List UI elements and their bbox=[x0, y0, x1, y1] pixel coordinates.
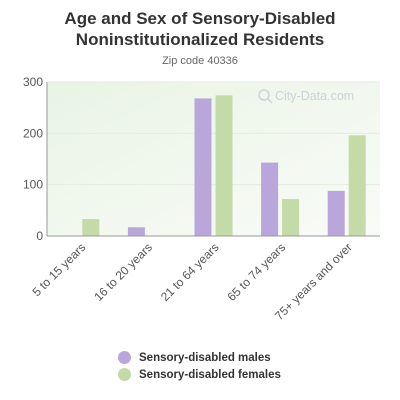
y-tick-label: 200 bbox=[23, 126, 43, 140]
chart-legend: Sensory-disabled males Sensory-disabled … bbox=[118, 349, 281, 383]
bar-male bbox=[127, 227, 145, 236]
bar-male bbox=[261, 162, 279, 236]
x-tick-label: 21 to 64 years bbox=[158, 240, 222, 304]
watermark: City-Data.com bbox=[258, 89, 354, 104]
x-tick-label: 16 to 20 years bbox=[91, 240, 155, 304]
watermark-text: City-Data.com bbox=[275, 89, 354, 103]
x-tick-label: 65 to 74 years bbox=[225, 240, 289, 304]
y-tick-label: 100 bbox=[23, 178, 43, 192]
chart-title: Age and Sex of Sensory-Disabled Noninsti… bbox=[0, 8, 400, 50]
bar-female bbox=[348, 135, 366, 236]
legend-label-females: Sensory-disabled females bbox=[139, 368, 281, 381]
y-tick-label: 300 bbox=[23, 75, 43, 89]
legend-item-females: Sensory-disabled females bbox=[118, 366, 281, 383]
bar-male bbox=[327, 190, 345, 236]
search-icon bbox=[258, 89, 270, 101]
x-tick-label: 5 to 15 years bbox=[29, 240, 88, 299]
chart-subtitle: Zip code 40336 bbox=[162, 55, 238, 67]
bar-female bbox=[82, 219, 100, 236]
bar-male bbox=[194, 98, 212, 236]
bar-female bbox=[282, 199, 300, 236]
chart-title-line-2: Noninstitutionalized Residents bbox=[75, 30, 325, 49]
legend-swatch-females bbox=[118, 368, 131, 381]
search-icon-handle bbox=[267, 98, 273, 104]
y-tick-label: 0 bbox=[36, 229, 43, 243]
legend-swatch-males bbox=[118, 351, 131, 364]
plot-background bbox=[47, 82, 380, 236]
bar-female bbox=[215, 95, 233, 236]
legend-item-males: Sensory-disabled males bbox=[118, 349, 281, 366]
chart-title-line-1: Age and Sex of Sensory-Disabled bbox=[64, 9, 336, 28]
legend-label-males: Sensory-disabled males bbox=[139, 351, 271, 364]
